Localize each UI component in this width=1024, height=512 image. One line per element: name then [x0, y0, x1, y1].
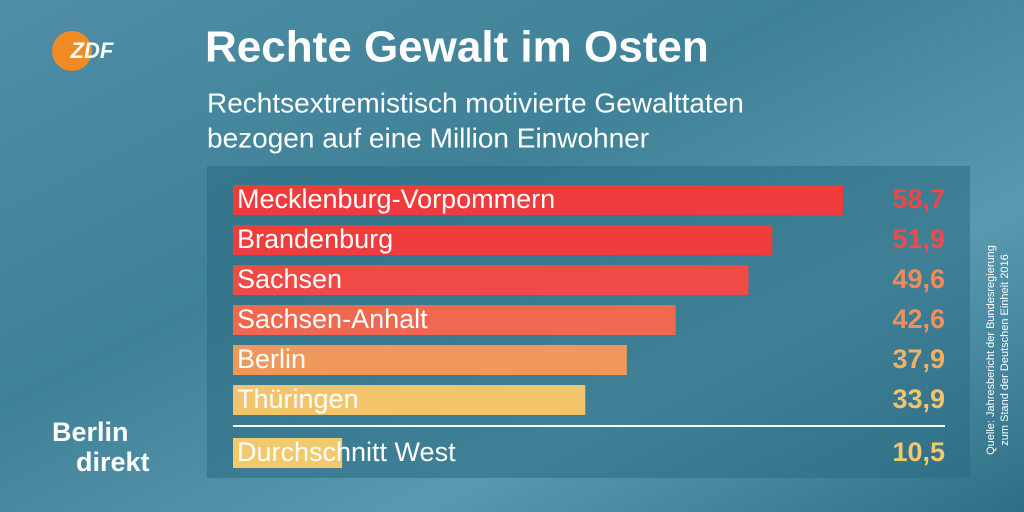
- bar-label: Berlin: [237, 344, 306, 374]
- brand: direkt: [76, 447, 150, 477]
- logo-circle: [52, 31, 92, 71]
- bar-label: Brandenburg: [237, 224, 393, 254]
- bar: [233, 225, 773, 255]
- bar-label: Sachsen-Anhalt: [237, 304, 428, 334]
- value-label: 37,9: [892, 344, 945, 374]
- source-line: Quelle: Jahresbericht der Bundesregierun…: [985, 245, 997, 455]
- source-line: zum Stand der Deutschen Einheit 2016: [999, 254, 1011, 445]
- bar-label: Mecklenburg-Vorpommern: [237, 184, 555, 214]
- logo: ZDF: [70, 38, 114, 63]
- bar-label: Durchschnitt West: [237, 437, 456, 467]
- bar: [233, 345, 627, 375]
- bar: [233, 185, 843, 215]
- value-label: 10,5: [892, 437, 945, 467]
- brand: Berlin: [52, 417, 129, 447]
- bar: [233, 438, 343, 468]
- chart-title: Rechte Gewalt im Osten: [205, 23, 709, 72]
- value-label: 58,7: [892, 184, 945, 214]
- value-label: 51,9: [892, 224, 945, 254]
- bar: [233, 265, 749, 295]
- bar-label: Thüringen: [237, 384, 359, 414]
- value-label: 33,9: [892, 384, 945, 414]
- bar: [233, 385, 586, 415]
- subtitle: bezogen auf eine Million Einwohner: [207, 122, 649, 153]
- value-label: 42,6: [892, 304, 945, 334]
- value-label: 49,6: [892, 264, 945, 294]
- bar: [233, 305, 676, 335]
- subtitle: Rechtsextremistisch motivierte Gewalttat…: [207, 87, 744, 118]
- source: Quelle: Jahresbericht der Bundesregierun…: [985, 245, 1011, 455]
- bar-label: Sachsen: [237, 264, 342, 294]
